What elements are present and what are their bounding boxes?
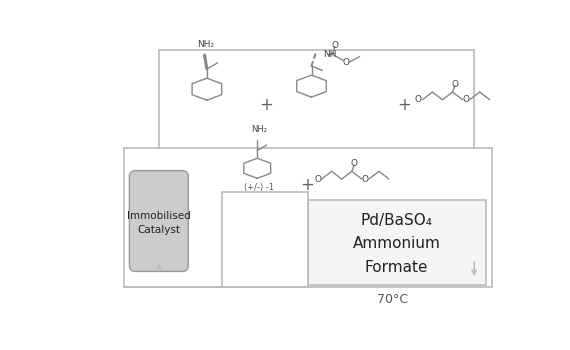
Text: 70°C: 70°C [377, 293, 409, 306]
Text: O: O [351, 159, 357, 168]
Text: O: O [331, 41, 338, 50]
Text: O: O [361, 175, 368, 183]
Text: (+/-) -1: (+/-) -1 [244, 183, 274, 192]
Text: +: + [397, 96, 412, 114]
Text: NH₂: NH₂ [251, 125, 267, 134]
Text: Pd/BaSO₄
Ammonium
Formate: Pd/BaSO₄ Ammonium Formate [353, 213, 441, 275]
Text: Immobilised
Catalyst: Immobilised Catalyst [127, 211, 191, 235]
Text: NH₂: NH₂ [198, 40, 215, 49]
Text: O: O [462, 95, 469, 104]
Text: +: + [301, 176, 315, 194]
Text: O: O [415, 95, 422, 104]
Text: O: O [343, 57, 350, 66]
Text: NH: NH [323, 50, 337, 59]
Text: +: + [259, 96, 274, 114]
Text: O: O [314, 175, 321, 183]
Bar [308, 200, 486, 285]
Bar [222, 192, 308, 287]
FancyBboxPatch shape [129, 170, 188, 272]
Text: O: O [451, 80, 458, 89]
